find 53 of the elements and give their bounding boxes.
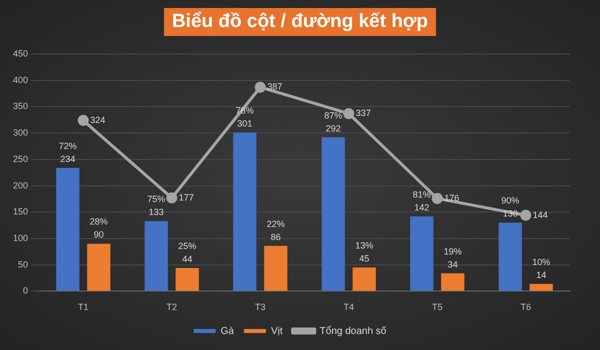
- bar: [176, 268, 199, 291]
- y-tick-label: 300: [12, 128, 28, 138]
- data-label: 19% 34: [444, 246, 462, 270]
- x-tick-label: T6: [520, 302, 532, 312]
- bar: [233, 132, 256, 291]
- x-tick-label: T3: [255, 302, 266, 312]
- point: [78, 114, 89, 126]
- point: [432, 192, 443, 204]
- data-label: 10% 14: [532, 256, 550, 280]
- legend-label: Gà: [220, 326, 234, 337]
- data-label: 87% 292: [324, 110, 342, 134]
- bar: [144, 221, 168, 291]
- y-tick-label: 450: [12, 48, 28, 58]
- bar: [352, 267, 376, 291]
- y-tick-label: 400: [12, 74, 28, 85]
- y-tick-label: 50: [18, 259, 28, 270]
- x-tick-label: T4: [344, 302, 354, 312]
- legend-label: Vịt: [270, 326, 283, 337]
- chart-title: Biểu đồ cột / đường kết hợp: [164, 8, 436, 36]
- point: [166, 192, 178, 204]
- x-tick-label: T2: [166, 302, 178, 312]
- data-label: 25% 44: [178, 240, 196, 264]
- bar: [441, 273, 464, 291]
- bar: [56, 168, 80, 291]
- data-label: 75% 133: [147, 194, 166, 218]
- x-tick-label: T1: [78, 302, 89, 312]
- y-tick-label: 200: [12, 180, 28, 190]
- data-label: 337: [356, 108, 371, 118]
- data-label: 324: [90, 114, 106, 125]
- data-label: 22% 86: [266, 218, 285, 242]
- point: [254, 82, 266, 93]
- x-tick-label: T5: [432, 302, 443, 312]
- bar: [87, 244, 110, 291]
- y-tick-label: 150: [12, 206, 28, 217]
- legend-label: Tổng doanh số: [320, 324, 387, 337]
- data-label: 28% 90: [90, 216, 108, 240]
- bar: [322, 137, 345, 291]
- bar: [530, 284, 553, 291]
- point: [343, 108, 354, 120]
- point: [520, 210, 532, 221]
- y-tick-label: 250: [12, 154, 28, 164]
- bar: [264, 246, 288, 291]
- bar: [410, 216, 434, 291]
- data-label: 177: [178, 192, 194, 202]
- data-label: 144: [532, 210, 548, 220]
- data-label: 387: [267, 82, 282, 92]
- y-tick-label: 350: [12, 101, 28, 112]
- data-label: 72% 234: [58, 140, 77, 164]
- data-label: 81% 142: [412, 189, 431, 212]
- data-label: 13% 45: [355, 240, 374, 264]
- y-tick-label: 100: [12, 232, 28, 243]
- y-tick-label: 0: [23, 286, 28, 296]
- bar: [498, 222, 522, 291]
